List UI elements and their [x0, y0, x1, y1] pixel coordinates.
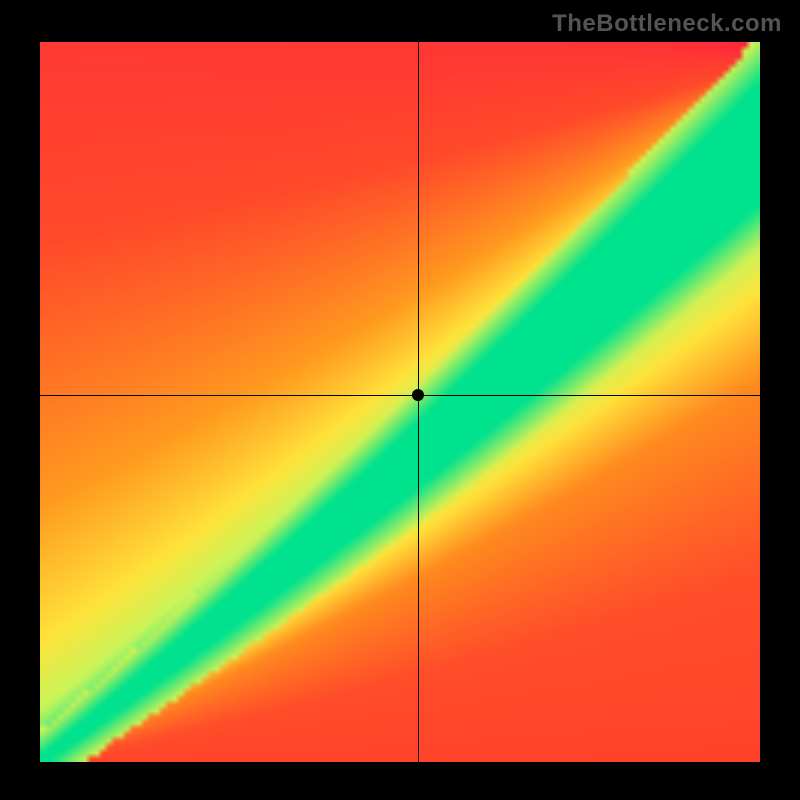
heatmap-plot — [40, 42, 760, 762]
crosshair-horizontal — [40, 395, 760, 396]
watermark-text: TheBottleneck.com — [552, 10, 782, 38]
crosshair-vertical — [418, 42, 419, 762]
marker-point — [412, 389, 424, 401]
heatmap-canvas — [40, 42, 760, 762]
